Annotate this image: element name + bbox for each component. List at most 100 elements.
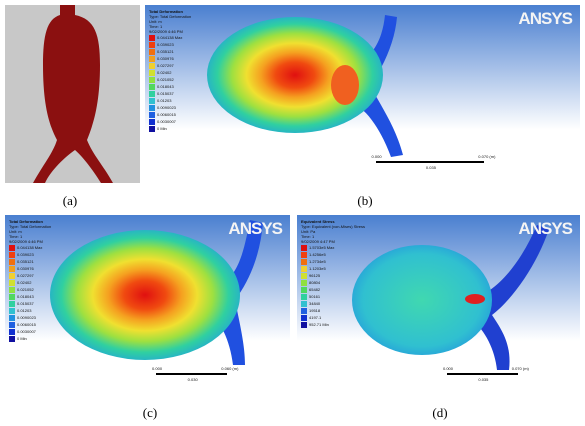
legend-value: 34840 xyxy=(309,301,320,306)
scale-label: 0.000 xyxy=(372,154,382,159)
scale-label: 0.035 xyxy=(478,377,488,382)
legend-value: 0.015037 xyxy=(17,301,34,306)
legend-value: 96125 xyxy=(309,273,320,278)
legend-row: 0.018043 xyxy=(9,293,51,300)
legend-row: 0.021052 xyxy=(9,286,51,293)
legend-value: 0.035121 xyxy=(17,259,34,264)
legend-value: 0.0060015 xyxy=(157,112,176,117)
legend-value: 1.1203e5 xyxy=(309,266,326,271)
legend-row: 0.039023 xyxy=(9,251,51,258)
legend-row: 0.027297 xyxy=(9,272,51,279)
legend: Total DeformationType: Total Deformation… xyxy=(9,219,51,342)
legend-row: 0.0030007 xyxy=(9,328,51,335)
legend-row: 0.02402 xyxy=(149,69,191,76)
legend-row: 0.027297 xyxy=(149,62,191,69)
legend-value: 952.71 Min xyxy=(309,322,329,327)
legend-row: 0.035121 xyxy=(149,48,191,55)
scale-label: 0.030 xyxy=(188,377,198,382)
legend-value: 0.039023 xyxy=(17,252,34,257)
legend-row: 1.4256e5 xyxy=(301,251,365,258)
scale-label: 0.000 xyxy=(152,366,162,371)
legend-value: 0.015037 xyxy=(157,91,174,96)
legend-row: 0.044138 Max xyxy=(9,244,51,251)
legend-row: 1.5703e5 Max xyxy=(301,244,365,251)
legend-row: 952.71 Min xyxy=(301,321,365,328)
model xyxy=(145,5,580,183)
legend-row: 4197.1 xyxy=(301,314,365,321)
legend-row: 0.021052 xyxy=(149,76,191,83)
legend-row: 0.0090023 xyxy=(149,104,191,111)
scale-label: 0.035 xyxy=(426,165,436,170)
caption: (b) xyxy=(345,193,385,209)
legend-value: 0.018043 xyxy=(157,84,174,89)
legend-value: 1.2734e5 xyxy=(309,259,326,264)
legend-row: 0.015037 xyxy=(149,90,191,97)
legend-row: 0 Min xyxy=(9,335,51,342)
legend-row: 0.030976 xyxy=(9,265,51,272)
caption: (a) xyxy=(50,193,90,209)
legend-value: 0.044138 Max xyxy=(157,35,182,40)
logo: ANSYS xyxy=(228,219,282,239)
legend-row: 0.018043 xyxy=(149,83,191,90)
legend-swatch xyxy=(9,336,15,342)
scale-bar xyxy=(156,373,227,375)
legend-row: 0.035121 xyxy=(9,258,51,265)
caption: (c) xyxy=(130,405,170,421)
legend-row: 0.0090023 xyxy=(9,314,51,321)
legend-swatch xyxy=(301,322,307,328)
scale-bar xyxy=(376,161,485,163)
legend-row: 0.01203 xyxy=(149,97,191,104)
legend-value: 0.030976 xyxy=(17,266,34,271)
legend-row: 19518 xyxy=(301,307,365,314)
scale-label: 0.060 (m) xyxy=(221,366,238,371)
legend-value: 0.018043 xyxy=(17,294,34,299)
legend-value: 4197.1 xyxy=(309,315,321,320)
scale-label: 0.000 xyxy=(443,366,453,371)
scale-label: 0.070 (m) xyxy=(478,154,495,159)
legend-row: 50161 xyxy=(301,293,365,300)
legend-value: 0.021052 xyxy=(17,287,34,292)
legend-value: 0.0030007 xyxy=(17,329,36,334)
legend-value: 0.030976 xyxy=(157,56,174,61)
legend-value: 0.027297 xyxy=(157,63,174,68)
legend-value: 0.039023 xyxy=(157,42,174,47)
legend-value: 0.01203 xyxy=(157,98,171,103)
legend-value: 0 Min xyxy=(17,336,27,341)
legend-value: 1.4256e5 xyxy=(309,252,326,257)
panel-a xyxy=(5,5,140,183)
legend-row: 0.0060015 xyxy=(149,111,191,118)
legend-row: 0.030976 xyxy=(149,55,191,62)
legend-value: 19518 xyxy=(309,308,320,313)
legend-value: 65482 xyxy=(309,287,320,292)
legend-swatch xyxy=(149,126,155,132)
legend-value: 0.021052 xyxy=(157,77,174,82)
legend-value: 0.0090023 xyxy=(17,315,36,320)
legend-row: 34840 xyxy=(301,300,365,307)
page: (a) ANSYS Total DeformationType: Total De… xyxy=(0,0,585,426)
legend-value: 0 Min xyxy=(157,126,167,131)
legend-row: 80804 xyxy=(301,279,365,286)
legend-row: 0.02402 xyxy=(9,279,51,286)
legend-value: 1.5703e5 Max xyxy=(309,245,334,250)
legend-value: 0.0030007 xyxy=(157,119,176,124)
legend-value: 0.0060015 xyxy=(17,322,36,327)
legend-value: 0.027297 xyxy=(17,273,34,278)
legend-value: 0.0090023 xyxy=(157,105,176,110)
legend-row: 1.2734e5 xyxy=(301,258,365,265)
legend-row: 0.0030007 xyxy=(149,118,191,125)
caption: (d) xyxy=(420,405,460,421)
legend-value: 0.02402 xyxy=(157,70,171,75)
legend-value: 80804 xyxy=(309,280,320,285)
legend-value: 0.044138 Max xyxy=(17,245,42,250)
vessel-geometry xyxy=(5,5,140,183)
legend-row: 0 Min xyxy=(149,125,191,132)
legend-value: 0.01203 xyxy=(17,308,31,313)
legend-row: 96125 xyxy=(301,272,365,279)
legend-value: 0.035121 xyxy=(157,49,174,54)
legend-value: 0.02402 xyxy=(17,280,31,285)
logo: ANSYS xyxy=(518,219,572,239)
